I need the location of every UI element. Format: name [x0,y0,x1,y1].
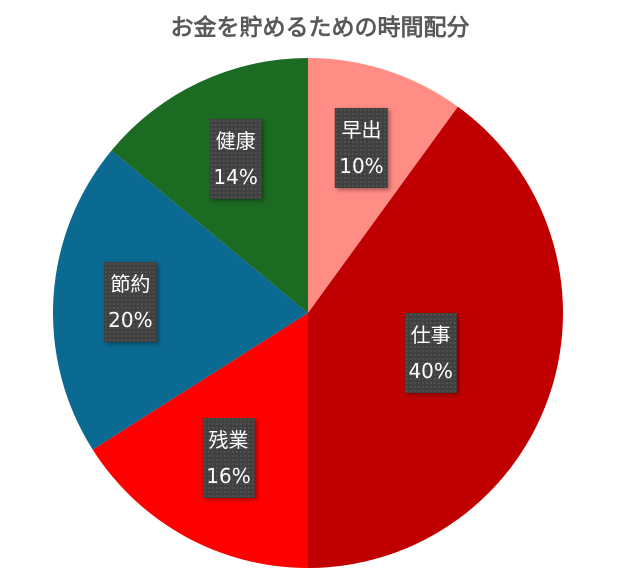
slice-category-label: 仕事 [410,322,451,347]
slice-percent-label: 40% [408,358,453,383]
slice-percent-label: 14% [213,165,258,190]
slice-category-label: 早出 [341,118,382,143]
slice-percent-label: 16% [206,463,251,488]
slice-percent-label: 10% [339,154,384,179]
pie-slice-3 [52,150,309,450]
data-label: 残業 16% [202,417,255,498]
data-label: 仕事 40% [404,312,457,393]
slice-category-label: 節約 [110,271,151,296]
data-label: 節約 20% [104,261,157,342]
slice-percent-label: 20% [108,307,153,332]
data-label: 健康 14% [209,119,262,200]
pie-slice-2 [92,313,308,568]
chart-title: お金を貯めるための時間配分 [170,15,470,41]
slice-category-label: 残業 [208,427,249,452]
data-label: 早出 10% [335,108,388,189]
slice-category-label: 健康 [215,129,256,154]
